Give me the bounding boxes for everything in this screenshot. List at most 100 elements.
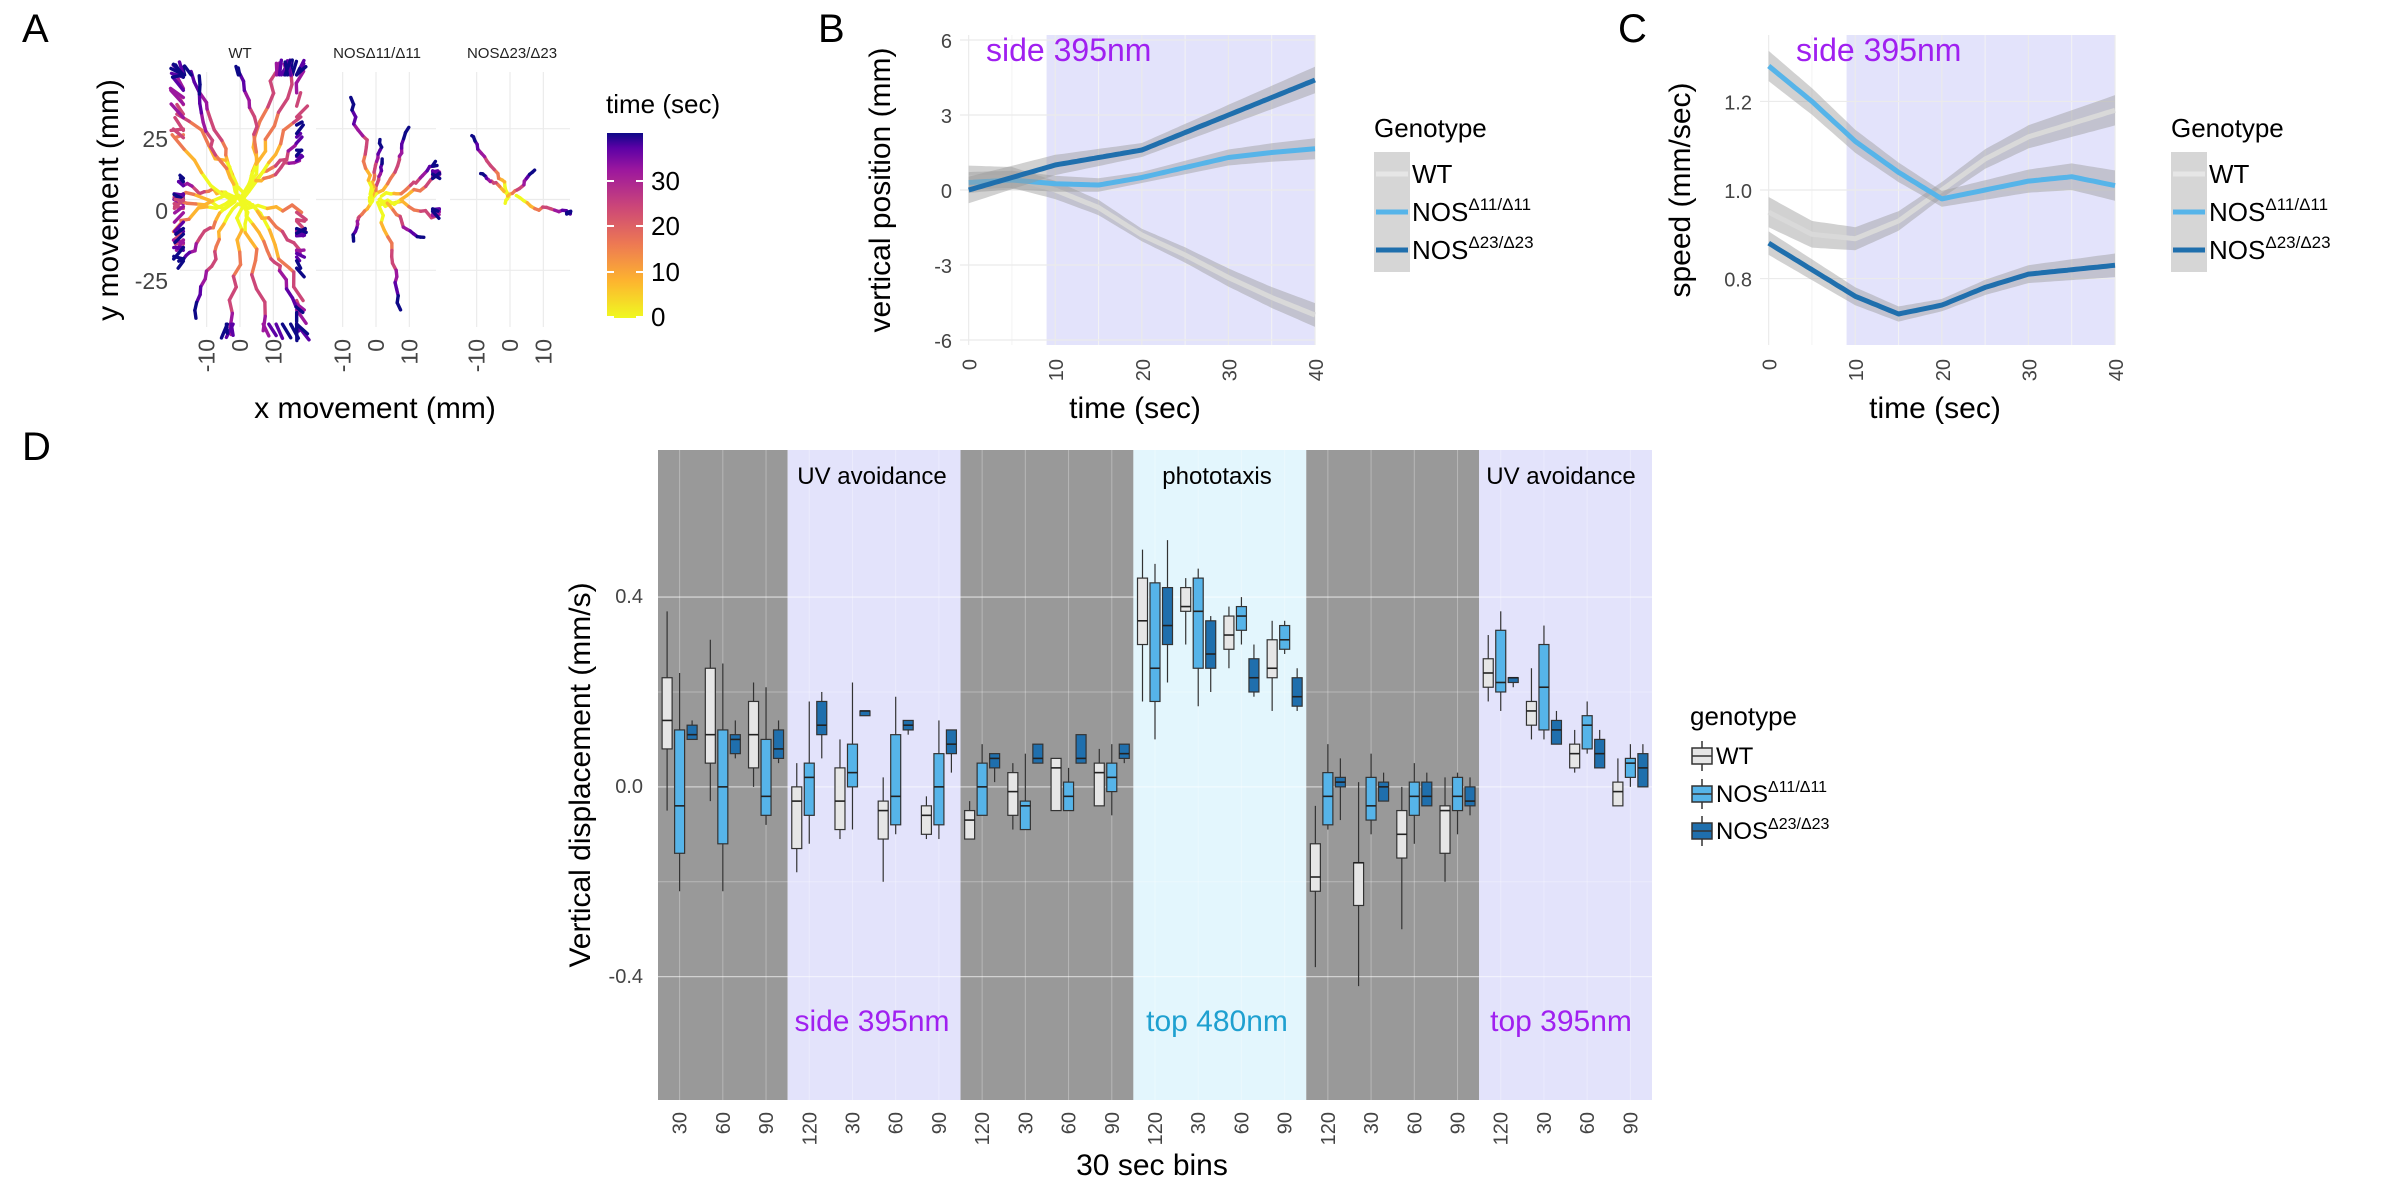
a-trajectory-segment [349, 95, 356, 107]
d-ytick-0.0: 0.0 [615, 776, 643, 798]
d-xtick-label: 30 [842, 1112, 864, 1134]
a-trajectory-segment [249, 162, 258, 178]
b-xtick-label: 20 [1133, 359, 1155, 381]
a-trajectory-segment [294, 266, 306, 279]
colorbar-tick-30: 30 [651, 166, 680, 196]
legend-c: Genotype WT NOSΔ11/Δ11 NOSΔ23/Δ23 [2171, 113, 2331, 272]
a-ytick-25: 25 [142, 126, 168, 152]
d-box-NOSΔ11/Δ11 [1019, 800, 1031, 831]
a-trajectory-segment [294, 251, 307, 259]
c-ci-band-1 [1768, 50, 2115, 207]
a-trajectory-segment [280, 322, 293, 340]
b-x-axis-title: time (sec) [1069, 392, 1201, 425]
a-xtick-label: -10 [194, 339, 220, 372]
d-box-WT [964, 809, 976, 840]
d-xtick-label: 120 [799, 1112, 821, 1145]
d-box-WT [1352, 862, 1365, 907]
panel-a: WT NOSΔ11/Δ11 NOSΔ23/Δ23 25 0 -25 -10 0 10… [92, 45, 720, 425]
a-trajectory-segment [403, 125, 411, 135]
a-trajectory-segment [247, 105, 257, 119]
d-box-NOSΔ11/Δ11 [674, 729, 686, 854]
d-box-NOSΔ11/Δ11 [1149, 582, 1161, 703]
b-ytick-label: -3 [934, 256, 952, 278]
a-trajectory-segment [205, 107, 213, 122]
panel-label-b: B [818, 7, 845, 51]
d-box-NOSΔ11/Δ11 [890, 734, 902, 826]
panel-b: side 395nm 630-3-6 0 10 20 30 40 time (sec) … [864, 31, 1328, 425]
a-trajectory-segment [470, 133, 476, 139]
d-box-WT [1569, 743, 1581, 769]
b-ci-band-2 [968, 66, 1315, 204]
d-box-NOSΔ23/Δ23 [1464, 786, 1476, 807]
c-x-axis-title: time (sec) [1869, 392, 2001, 425]
a-trajectory-segment [263, 124, 277, 142]
c-xtick-label: 20 [1933, 359, 1955, 381]
d-box-NOSΔ11/Δ11 [1322, 772, 1334, 826]
a-trajectory-segment [564, 209, 573, 215]
d-ytick-0.4: 0.4 [615, 586, 643, 608]
a-trajectory-segment [176, 259, 186, 270]
d-box-NOSΔ11/Δ11 [803, 762, 815, 816]
a-trajectory-segment [290, 203, 304, 215]
a-trajectory-segment [283, 59, 292, 77]
a-trajectory-segment [294, 104, 310, 119]
a-trajectory-segment [178, 173, 186, 180]
d-xtick-label: 30 [1534, 1112, 1556, 1134]
a-trajectory-segment [289, 322, 301, 340]
d-xtick-label: 90 [1448, 1112, 1470, 1134]
a-trajectory-segment [291, 285, 305, 303]
d-xtick-label: 120 [972, 1112, 994, 1145]
d-xtick-label: 30 [670, 1112, 692, 1134]
d-box-NOSΔ11/Δ11 [1408, 781, 1420, 816]
c-series-line-0 [1767, 107, 2116, 242]
a-trajectory-segment [294, 248, 302, 256]
a-trajectory-segment [253, 247, 259, 263]
b-ci-band-1 [968, 138, 1315, 193]
a-trajectory-segment [182, 64, 193, 77]
d-xtick-label: 120 [1491, 1112, 1513, 1145]
d-box-WT [1136, 577, 1149, 646]
b-stimulus-annotation: side 395nm [986, 32, 1151, 68]
a-trajectory-segment [212, 128, 224, 143]
c-xtick-label: 0 [1760, 359, 1782, 370]
d-box-NOSΔ23/Δ23 [1550, 719, 1563, 745]
d-box-WT [1525, 700, 1538, 726]
d-box-NOSΔ23/Δ23 [1637, 753, 1649, 788]
c-xtick-label: 10 [1846, 359, 1868, 381]
legend-d: genotype WT NOSΔ11/Δ11 NOSΔ23/Δ23 [1690, 701, 1830, 846]
d-box-NOSΔ23/Δ23 [1421, 781, 1433, 807]
legend-c-label-wt: WT [2209, 159, 2250, 189]
a-trajectory-segment [294, 255, 302, 263]
b-xtick-label: 0 [960, 359, 982, 370]
a-trajectory-segment [250, 258, 258, 277]
legend-d-key-nos23 [1691, 816, 1713, 846]
colorbar-tick-20: 20 [651, 211, 680, 241]
a-trajectory-segment [430, 207, 440, 213]
d-box-NOSΔ11/Δ11 [933, 753, 945, 826]
a-trajectory-segment [193, 308, 198, 320]
legend-b-title: Genotype [1374, 113, 1487, 143]
d-box-NOSΔ11/Δ11 [1581, 715, 1593, 750]
d-box-NOSΔ23/Δ23 [1377, 781, 1390, 802]
d-xtick-label: 60 [886, 1112, 908, 1134]
legend-d-label-wt: WT [1716, 743, 1754, 770]
a-trajectory-segment [171, 75, 186, 92]
a-trajectory-segment [267, 152, 278, 165]
a-trajectory-segment [197, 74, 202, 87]
d-xtick-label: 120 [1145, 1112, 1167, 1145]
a-trajectory-segment [173, 220, 186, 234]
c-stimulus-annotation: side 395nm [1796, 32, 1961, 68]
d-xtick-label: 60 [713, 1112, 735, 1134]
a-xtick-label: 10 [396, 339, 422, 365]
a-trajectory-segment [173, 63, 186, 79]
d-phase-band-3 [1133, 450, 1307, 1100]
d-box-NOSΔ23/Δ23 [1248, 658, 1260, 693]
a-trajectory-segment [204, 129, 215, 143]
a-trajectory-segment [187, 206, 201, 221]
a-trajectory-segment [199, 170, 213, 188]
d-phase-top-5: UV avoidance [1486, 463, 1635, 490]
d-box-NOSΔ23/Δ23 [816, 700, 828, 736]
legend-b-label-wt: WT [1412, 159, 1453, 189]
a-trajectory-segment [294, 322, 310, 336]
a-trajectory-segment [235, 228, 244, 242]
